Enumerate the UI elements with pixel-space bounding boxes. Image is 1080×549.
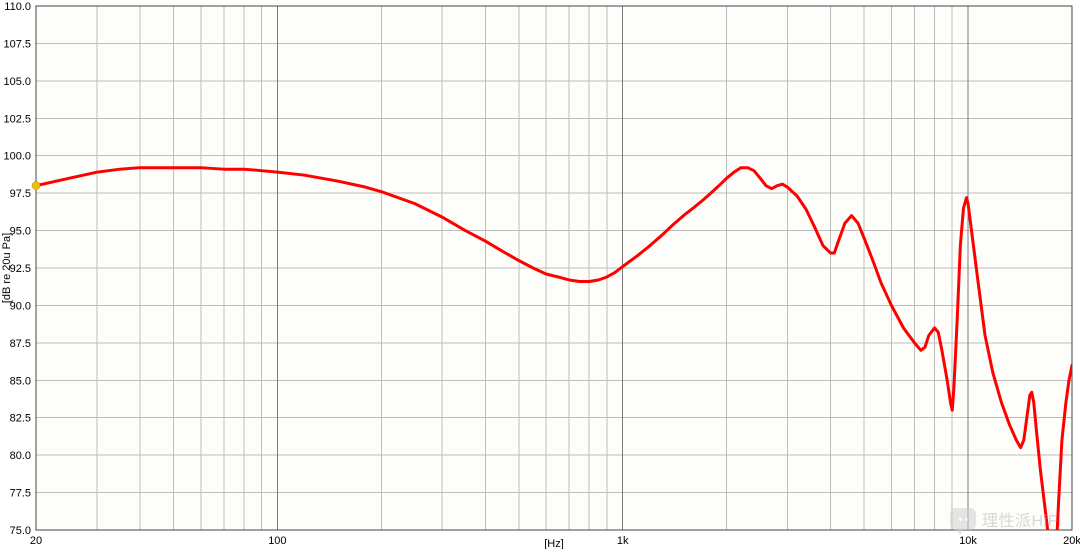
svg-text:107.5: 107.5 [3, 38, 31, 50]
frequency-response-chart: 75.077.580.082.585.087.590.092.595.097.5… [0, 0, 1080, 549]
svg-text:87.5: 87.5 [10, 338, 31, 350]
svg-text:20: 20 [30, 535, 42, 547]
svg-text:102.5: 102.5 [3, 113, 31, 125]
svg-text:80.0: 80.0 [10, 450, 31, 462]
svg-text:85.0: 85.0 [10, 375, 31, 387]
chart-svg: 75.077.580.082.585.087.590.092.595.097.5… [0, 0, 1080, 549]
svg-text:77.5: 77.5 [10, 488, 31, 500]
svg-text:100: 100 [268, 535, 286, 547]
svg-text:1k: 1k [617, 535, 629, 547]
svg-text:[Hz]: [Hz] [544, 538, 564, 549]
svg-text:82.5: 82.5 [10, 413, 31, 425]
svg-text:[dB re 20u Pa]: [dB re 20u Pa] [1, 233, 13, 303]
svg-text:110.0: 110.0 [4, 1, 31, 13]
svg-text:105.0: 105.0 [3, 76, 31, 88]
svg-text:100.0: 100.0 [3, 151, 31, 163]
svg-text:97.5: 97.5 [10, 188, 31, 200]
svg-text:20k: 20k [1063, 535, 1080, 547]
svg-text:10k: 10k [959, 535, 977, 547]
svg-text:75.0: 75.0 [10, 525, 31, 537]
